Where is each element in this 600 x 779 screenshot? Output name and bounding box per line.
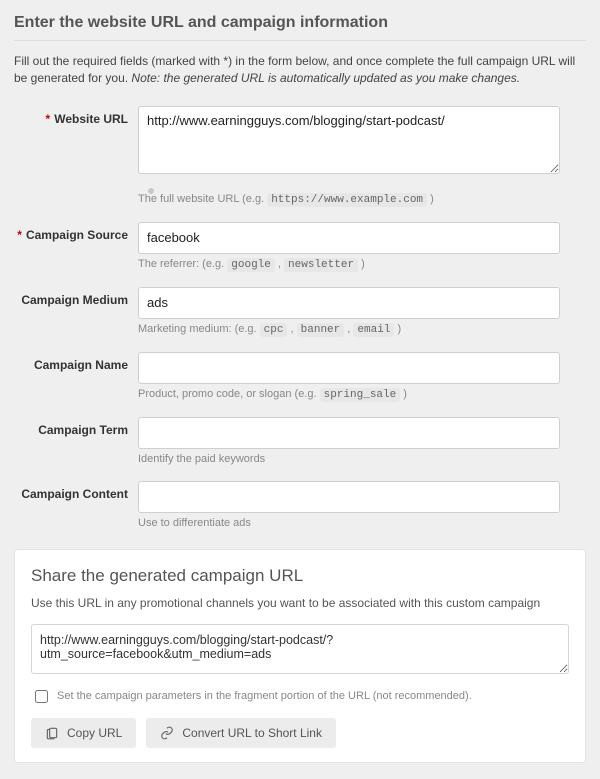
campaign-form: *Website URL The full website URL (e.g. … xyxy=(14,106,586,541)
link-icon xyxy=(160,726,174,740)
label-text: Campaign Term xyxy=(38,423,128,437)
label-text: Campaign Medium xyxy=(21,293,128,307)
generated-url-output[interactable] xyxy=(31,624,569,674)
helper-prefix: The referrer: (e.g. xyxy=(138,258,227,270)
label-campaign-source: * Campaign Source xyxy=(14,222,138,242)
fragment-checkbox[interactable] xyxy=(35,690,48,703)
helper-code: google xyxy=(227,258,275,272)
row-campaign-medium: Campaign Medium Marketing medium: (e.g. … xyxy=(14,287,586,348)
row-campaign-term: Campaign Term Identify the paid keywords xyxy=(14,417,586,477)
label-campaign-term: Campaign Term xyxy=(14,417,138,437)
helper-suffix: ) xyxy=(427,193,434,205)
label-text: Campaign Name xyxy=(34,358,128,372)
campaign-source-input[interactable] xyxy=(138,222,560,254)
share-title: Share the generated campaign URL xyxy=(31,566,569,586)
campaign-name-input[interactable] xyxy=(138,352,560,384)
helper-prefix: The full website URL (e.g. xyxy=(138,193,267,205)
row-campaign-name: Campaign Name Product, promo code, or sl… xyxy=(14,352,586,413)
helper-code: cpc xyxy=(260,323,288,337)
copy-url-label: Copy URL xyxy=(67,726,122,740)
label-website-url: *Website URL xyxy=(14,106,138,126)
label-text: Campaign Source xyxy=(26,228,128,242)
label-campaign-medium: Campaign Medium xyxy=(14,287,138,307)
share-description: Use this URL in any promotional channels… xyxy=(31,596,569,610)
helper-code: banner xyxy=(297,323,345,337)
campaign-medium-input[interactable] xyxy=(138,287,560,319)
helper-code: https://www.example.com xyxy=(267,193,427,207)
required-marker: * xyxy=(17,228,22,242)
campaign-term-input[interactable] xyxy=(138,417,560,449)
required-marker: * xyxy=(46,112,51,126)
website-url-input[interactable] xyxy=(138,106,560,174)
row-campaign-content: Campaign Content Use to differentiate ad… xyxy=(14,481,586,541)
intro-note: Note: the generated URL is automatically… xyxy=(131,71,520,85)
helper-prefix: Marketing medium: (e.g. xyxy=(138,323,260,335)
helper-code: spring_sale xyxy=(320,388,401,402)
helper-website-url: The full website URL (e.g. https://www.e… xyxy=(138,193,586,206)
row-campaign-source: * Campaign Source The referrer: (e.g. goo… xyxy=(14,222,586,283)
clipboard-icon xyxy=(45,726,59,740)
helper-suffix: ) xyxy=(394,323,401,335)
helper-campaign-source: The referrer: (e.g. google , newsletter … xyxy=(138,258,586,271)
row-website-url: *Website URL The full website URL (e.g. … xyxy=(14,106,586,218)
label-text: Campaign Content xyxy=(21,487,128,501)
campaign-content-input[interactable] xyxy=(138,481,560,513)
helper-prefix: Product, promo code, or slogan (e.g. xyxy=(138,388,320,400)
convert-short-link-button[interactable]: Convert URL to Short Link xyxy=(146,718,336,748)
divider xyxy=(14,40,586,41)
fragment-option: Set the campaign parameters in the fragm… xyxy=(31,687,569,706)
fragment-label: Set the campaign parameters in the fragm… xyxy=(57,690,472,702)
label-campaign-content: Campaign Content xyxy=(14,481,138,501)
intro-text: Fill out the required fields (marked wit… xyxy=(14,53,586,88)
helper-campaign-content: Use to differentiate ads xyxy=(138,517,586,529)
carousel-dots xyxy=(148,181,586,187)
copy-url-button[interactable]: Copy URL xyxy=(31,718,136,748)
helper-campaign-medium: Marketing medium: (e.g. cpc , banner , e… xyxy=(138,323,586,336)
helper-suffix: ) xyxy=(358,258,365,270)
helper-suffix: ) xyxy=(400,388,407,400)
helper-code: newsletter xyxy=(284,258,358,272)
share-panel: Share the generated campaign URL Use thi… xyxy=(14,549,586,763)
helper-code: email xyxy=(353,323,394,337)
page-title: Enter the website URL and campaign infor… xyxy=(14,14,586,32)
button-row: Copy URL Convert URL to Short Link xyxy=(31,718,569,748)
helper-campaign-term: Identify the paid keywords xyxy=(138,453,586,465)
convert-short-link-label: Convert URL to Short Link xyxy=(182,726,322,740)
label-text: Website URL xyxy=(54,112,128,126)
label-campaign-name: Campaign Name xyxy=(14,352,138,372)
helper-campaign-name: Product, promo code, or slogan (e.g. spr… xyxy=(138,388,586,401)
